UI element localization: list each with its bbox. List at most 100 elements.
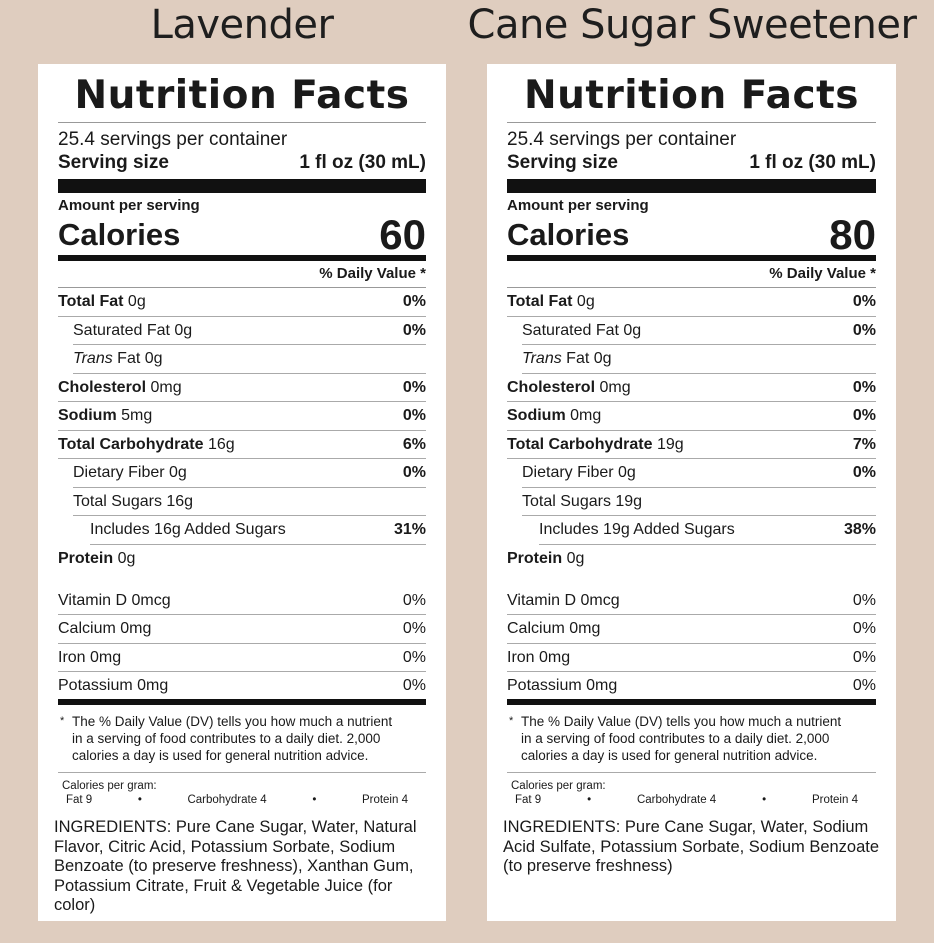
nutrient-label: Total Fat xyxy=(58,293,124,310)
vitamin-label: Vitamin D 0mcg xyxy=(507,591,620,609)
calories-value: 60 xyxy=(379,211,426,258)
nutrient-percent: 0% xyxy=(402,407,426,424)
nutrient-row-saturated-fat: Saturated Fat 0g 0% xyxy=(73,317,426,345)
vitamin-percent: 0% xyxy=(852,620,876,637)
vitamin-label: Potassium 0mg xyxy=(507,677,618,694)
nutrient-amount: Fat 0g xyxy=(561,350,612,367)
bullet: • xyxy=(137,794,142,806)
nutrient-percent: 0% xyxy=(402,321,426,339)
vitamin-row-calcium: Calcium 0mg 0% xyxy=(58,615,426,644)
nutrient-label: Cholesterol xyxy=(58,378,147,396)
cal-gram-carb: Carbohydrate 4 xyxy=(636,794,717,806)
footnote-text: The % Daily Value (DV) tells you how muc… xyxy=(521,714,842,763)
nutrient-amount: 0g xyxy=(113,549,136,567)
nutrient-percent: 0% xyxy=(852,293,876,310)
nutrient-label: Dietary Fiber 0g xyxy=(522,464,636,481)
amount-per-serving: Amount per serving xyxy=(58,197,200,214)
vitamin-label: Potassium 0mg xyxy=(58,677,169,694)
panel-title: Nutrition Facts xyxy=(58,72,426,123)
bullet: • xyxy=(312,794,317,806)
vitamin-row-potassium: Potassium 0mg 0% xyxy=(507,672,876,705)
nutrient-row-sodium: Sodium 5mg 0% xyxy=(58,402,426,431)
nutrient-amount: 19g xyxy=(652,435,684,453)
vitamin-percent: 0% xyxy=(852,648,876,666)
nutrient-amount: 5mg xyxy=(116,407,153,424)
nutrient-row-added-sugars: Includes 19g Added Sugars 38% xyxy=(539,516,876,545)
nutrient-row-sodium: Sodium 0mg 0% xyxy=(507,402,876,431)
nutrient-label: Includes 16g Added Sugars xyxy=(90,521,286,538)
serving-size-label: Serving size xyxy=(58,152,169,173)
nutrient-row-total-fat: Total Fat 0g 0% xyxy=(58,288,426,317)
vitamin-percent: 0% xyxy=(852,677,876,694)
nutrient-amount: 0g xyxy=(572,293,595,310)
nutrient-row-total-fat: Total Fat 0g 0% xyxy=(507,288,876,317)
calories-per-gram-title: Calories per gram: xyxy=(511,780,606,792)
nutrient-percent: 0% xyxy=(402,378,426,396)
bullet: • xyxy=(587,794,592,806)
calories-row: Calories 80 xyxy=(507,211,876,261)
nutrient-amount: Fat 0g xyxy=(112,350,163,367)
nutrient-label: Total Carbohydrate xyxy=(507,435,653,453)
nutrient-label: Protein xyxy=(507,549,563,567)
nutrient-percent: 0% xyxy=(852,321,876,339)
vitamin-row-calcium: Calcium 0mg 0% xyxy=(507,615,876,644)
nutrient-label: Cholesterol xyxy=(507,378,596,396)
nutrient-percent: 38% xyxy=(843,521,876,538)
servings-per-container: 25.4 servings per container xyxy=(507,129,737,150)
cal-gram-carb: Carbohydrate 4 xyxy=(187,794,267,806)
nutrient-percent: 31% xyxy=(393,521,426,538)
footnote-star: * xyxy=(60,715,65,727)
calories-per-gram-row: Fat 9 • Carbohydrate 4 • Protein 4 xyxy=(507,793,876,806)
vitamin-label: Iron 0mg xyxy=(507,648,571,666)
vitamin-label: Calcium 0mg xyxy=(507,620,601,637)
cal-gram-protein: Protein 4 xyxy=(361,794,408,806)
servings-per-container: 25.4 servings per container xyxy=(58,129,288,150)
bullet: • xyxy=(762,794,767,806)
nutrient-amount: 0g xyxy=(562,549,585,567)
nutrient-percent: 0% xyxy=(402,464,426,481)
vitamin-row-potassium: Potassium 0mg 0% xyxy=(58,672,426,705)
footnote-star: * xyxy=(509,715,514,727)
nutrient-label: Saturated Fat 0g xyxy=(522,321,642,339)
vitamin-label: Vitamin D 0mcg xyxy=(58,591,171,609)
nutrient-row-trans-fat: Trans Fat 0g xyxy=(73,345,426,374)
serving-size-label: Serving size xyxy=(507,152,618,173)
nutrient-row-saturated-fat: Saturated Fat 0g 0% xyxy=(522,317,876,345)
calories-value: 80 xyxy=(829,211,876,258)
serving-size: Serving size 1 fl oz (30 mL) xyxy=(507,151,876,193)
nutrient-row-fiber: Dietary Fiber 0g 0% xyxy=(73,459,426,488)
nutrient-amount: 0mg xyxy=(146,378,182,396)
vitamin-label: Calcium 0mg xyxy=(58,620,152,637)
product-title: Lavender xyxy=(150,2,334,48)
vitamin-row-iron: Iron 0mg 0% xyxy=(507,644,876,672)
daily-value-header: % Daily Value * xyxy=(507,261,876,288)
nutrient-amount: 0g xyxy=(123,293,146,310)
nutrient-row-added-sugars: Includes 16g Added Sugars 31% xyxy=(90,516,426,545)
serving-size: Serving size 1 fl oz (30 mL) xyxy=(58,151,426,193)
nutrient-label: Includes 19g Added Sugars xyxy=(539,521,735,538)
trans-label: Trans xyxy=(522,350,562,367)
nutrient-percent: 0% xyxy=(852,407,876,424)
nutrient-percent: 0% xyxy=(402,293,426,310)
vitamin-percent: 0% xyxy=(402,677,426,694)
vitamin-percent: 0% xyxy=(402,591,426,609)
nutrient-row-carbohydrate: Total Carbohydrate 16g 6% xyxy=(58,431,426,459)
amount-per-serving: Amount per serving xyxy=(507,197,649,214)
calories-label: Calories xyxy=(58,217,181,252)
serving-size-value: 1 fl oz (30 mL) xyxy=(299,152,426,173)
nutrient-label: Dietary Fiber 0g xyxy=(73,464,187,481)
nutrient-row-fiber: Dietary Fiber 0g 0% xyxy=(522,459,876,488)
calories-per-gram-title: Calories per gram: xyxy=(62,780,157,792)
nutrient-row-total-sugars: Total Sugars 16g xyxy=(73,488,426,516)
calories-row: Calories 60 xyxy=(58,211,426,261)
nutrient-row-protein: Protein 0g xyxy=(507,545,876,587)
vitamin-row-vitamin-d: Vitamin D 0mcg 0% xyxy=(58,587,426,615)
nutrient-percent: 7% xyxy=(852,435,876,453)
daily-value-header: % Daily Value * xyxy=(58,261,426,288)
nutrient-row-carbohydrate: Total Carbohydrate 19g 7% xyxy=(507,431,876,459)
ingredients: INGREDIENTS: Pure Cane Sugar, Water, Nat… xyxy=(54,818,417,914)
panel-title: Nutrition Facts xyxy=(507,72,876,123)
nutrient-row-cholesterol: Cholesterol 0mg 0% xyxy=(58,374,426,402)
serving-size-value: 1 fl oz (30 mL) xyxy=(749,152,876,173)
nutrient-row-protein: Protein 0g xyxy=(58,545,426,587)
